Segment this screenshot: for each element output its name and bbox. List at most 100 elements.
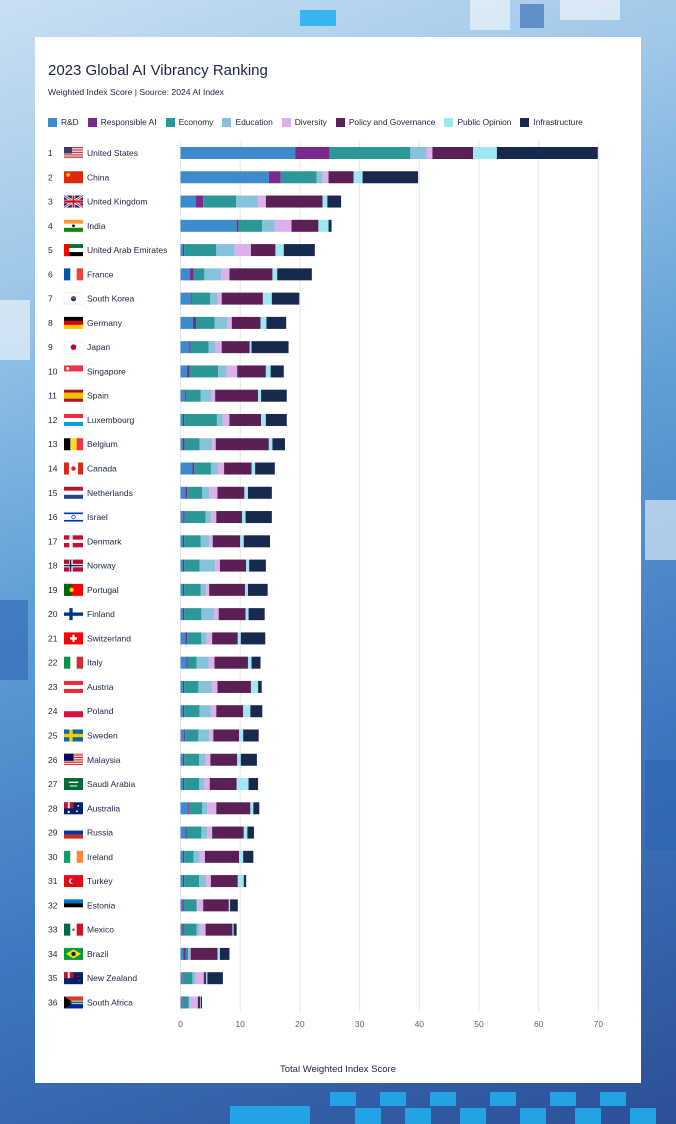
rank-label: 32	[48, 900, 58, 910]
bar-segment	[199, 923, 206, 936]
flag-sa-icon	[64, 778, 83, 791]
bar-segment	[227, 316, 232, 329]
bar-segment	[180, 608, 183, 621]
rank-label: 26	[48, 755, 58, 765]
country-label: France	[87, 269, 114, 279]
bar-segment	[180, 195, 197, 208]
legend-item: Education	[222, 117, 273, 127]
bar-segment	[182, 705, 185, 718]
flag-in-icon	[64, 219, 83, 232]
flag-sg-icon	[64, 365, 83, 378]
bar-segment	[243, 850, 254, 863]
bar-segment	[201, 608, 214, 621]
bar-segment	[184, 753, 200, 766]
bar-segment	[272, 268, 278, 281]
country-label: Portugal	[87, 585, 119, 595]
bar-segment	[229, 268, 273, 281]
country-label: South Korea	[87, 294, 135, 304]
bar-segment	[182, 535, 185, 548]
bar-segment	[195, 972, 204, 985]
country-label: Austria	[87, 682, 114, 692]
bar-segment	[180, 316, 194, 329]
bar-segment	[184, 875, 200, 888]
bar-segment	[203, 899, 229, 912]
country-label: Luxembourg	[87, 415, 135, 425]
bar-segment	[192, 972, 196, 985]
bar-segment	[199, 438, 213, 451]
bar-segment	[426, 147, 433, 159]
country-label: United Arab Emirates	[87, 245, 167, 255]
bar-segment	[316, 171, 323, 184]
bar-segment	[206, 632, 213, 645]
bar-segment	[196, 316, 215, 329]
bar-segment	[208, 341, 216, 354]
flag-my-icon	[64, 753, 83, 766]
bar-segment	[212, 438, 216, 451]
bar-segment	[184, 608, 202, 621]
bar-segment	[274, 219, 292, 232]
bar-segment	[327, 195, 342, 208]
x-tick-label: 0	[178, 1019, 183, 1029]
rank-label: 5	[48, 245, 53, 255]
bar-segment	[204, 268, 222, 281]
flag-au-icon	[64, 802, 83, 815]
flag-ae-icon	[64, 244, 83, 257]
legend-swatch	[48, 117, 57, 127]
bar-segment	[182, 753, 185, 766]
rank-label: 23	[48, 682, 58, 692]
bar-segment	[180, 850, 183, 863]
bar-segment	[187, 486, 202, 499]
flag-fi-icon	[64, 608, 83, 621]
bar-segment	[210, 292, 218, 305]
bar-segment	[182, 438, 185, 451]
bar-segment	[182, 923, 184, 936]
x-axis-label: Total Weighted Index Score	[279, 1064, 396, 1075]
rank-label: 35	[48, 973, 58, 983]
legend-swatch	[444, 117, 454, 127]
rank-label: 17	[48, 536, 58, 546]
bar-segment	[180, 826, 186, 839]
bar-segment	[188, 802, 202, 815]
rank-label: 34	[48, 949, 58, 959]
legend-label: Policy and Governance	[348, 117, 436, 127]
bar-segment	[180, 972, 183, 985]
bar-segment	[190, 268, 194, 281]
bar-segment	[184, 413, 217, 426]
rank-label: 6	[48, 269, 53, 279]
country-label: Brazil	[87, 949, 108, 959]
bar-segment	[262, 292, 272, 305]
bar-segment	[280, 171, 317, 184]
bar-segment	[295, 147, 330, 159]
legend-swatch	[335, 117, 345, 127]
rank-label: 21	[48, 633, 58, 643]
flag-ca-icon	[64, 462, 83, 475]
rank-label: 12	[48, 415, 58, 425]
bar-segment	[318, 219, 329, 232]
flag-it-icon	[64, 656, 84, 669]
bar-segment	[184, 680, 199, 693]
bar-segment	[205, 923, 233, 936]
flag-pl-icon	[64, 705, 83, 718]
bar-segment	[261, 389, 287, 402]
bar-segment	[230, 899, 238, 912]
flag-dk-icon	[64, 535, 83, 548]
bar-segment	[180, 171, 269, 184]
flag-pt-icon	[64, 583, 83, 596]
bar-segment	[180, 438, 183, 451]
chart-card: 2023 Global AI Vibrancy Ranking Weighted…	[35, 37, 641, 1083]
bar-segment	[199, 875, 207, 888]
legend-swatch	[281, 117, 291, 127]
bar-segment	[210, 705, 217, 718]
bar-segment	[219, 559, 247, 572]
country-label: New Zealand	[87, 973, 137, 983]
bar-segment	[184, 729, 186, 742]
bar-segment	[244, 486, 248, 499]
rank-label: 13	[48, 439, 58, 449]
legend-label: Diversity	[294, 117, 327, 127]
bar-segment	[184, 559, 200, 572]
legend-item: Public Opinion	[444, 117, 511, 127]
bar-segment	[291, 219, 319, 232]
bar-segment	[261, 413, 266, 426]
bar-segment	[180, 292, 191, 305]
